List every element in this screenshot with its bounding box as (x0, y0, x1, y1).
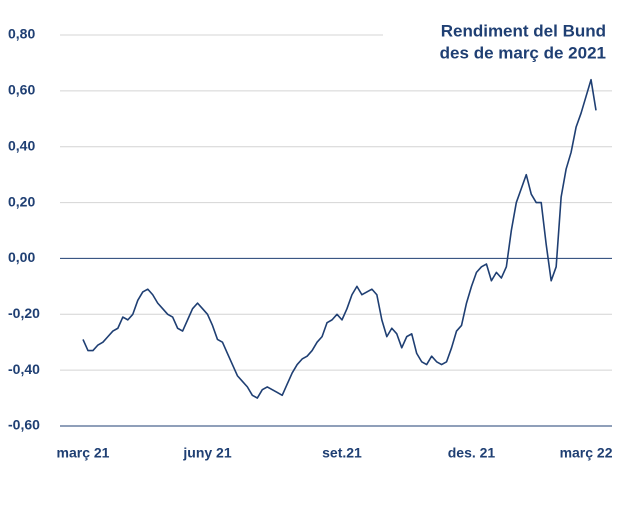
y-tick-label: 0,60 (8, 82, 35, 98)
x-tick-label: març 21 (57, 445, 110, 461)
y-tick-label: -0,40 (8, 361, 40, 377)
x-tick-label: juny 21 (182, 445, 231, 461)
chart-title: Rendiment del Bund (441, 21, 606, 40)
y-tick-label: 0,20 (8, 193, 35, 209)
y-tick-label: -0,60 (8, 417, 40, 433)
x-tick-label: des. 21 (448, 445, 496, 461)
chart-subtitle: des de març de 2021 (440, 43, 606, 62)
x-tick-label: set.21 (322, 445, 362, 461)
data-line (82, 78, 597, 399)
y-tick-label: 0,80 (8, 26, 35, 42)
y-tick-label: 0,00 (8, 249, 35, 265)
y-tick-label: -0,20 (8, 305, 40, 321)
y-tick-label: 0,40 (8, 137, 35, 153)
x-tick-label: març 22 (560, 445, 613, 461)
